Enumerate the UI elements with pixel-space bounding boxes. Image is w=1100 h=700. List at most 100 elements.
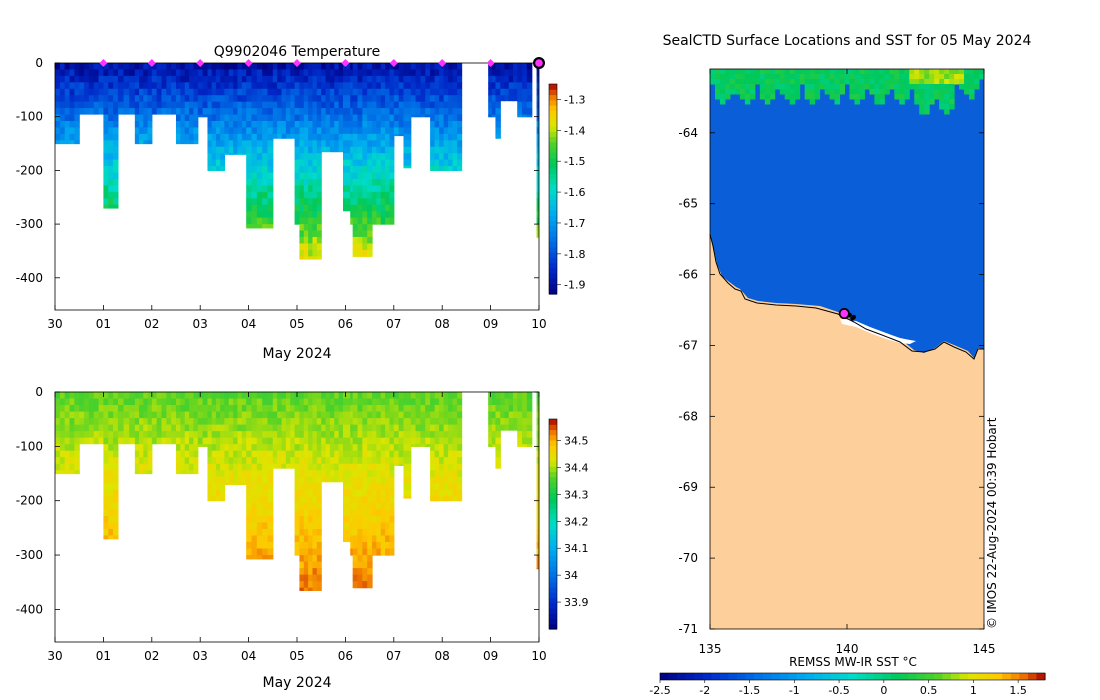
heatmap-cell <box>325 114 331 122</box>
heatmap-cell <box>452 146 458 154</box>
heatmap-cell <box>385 535 391 543</box>
heatmap-cell <box>372 108 377 116</box>
heatmap-cell <box>488 82 493 90</box>
heatmap-cell <box>241 120 247 129</box>
heatmap-cell <box>224 153 230 155</box>
heatmap-cell <box>415 437 422 445</box>
heatmap-cell <box>316 108 322 116</box>
heatmap-cell <box>308 398 314 406</box>
heatmap-cell <box>211 159 217 167</box>
heatmap-cell <box>69 108 75 116</box>
heatmap-cell <box>256 398 263 406</box>
heatmap-cell <box>88 88 95 96</box>
heatmap-cell <box>303 405 309 413</box>
heatmap-cell <box>93 108 100 115</box>
x-tick-label: 135 <box>699 642 722 656</box>
heatmap-cell <box>113 489 119 497</box>
sst-cell <box>884 89 890 95</box>
heatmap-cell <box>380 101 386 109</box>
heatmap-cell <box>246 153 253 161</box>
heatmap-cell <box>362 431 368 439</box>
sst-cell <box>879 84 885 90</box>
heatmap-cell <box>325 127 331 135</box>
sst-cell <box>784 69 791 75</box>
heatmap-cell <box>452 153 458 161</box>
heatmap-cell <box>367 528 373 537</box>
heatmap-cell <box>241 437 247 445</box>
sst-cell <box>734 84 741 90</box>
x-tick-label: 02 <box>144 317 159 331</box>
heatmap-cell <box>352 211 359 219</box>
heatmap-cell <box>403 127 412 135</box>
colorbar-segment <box>549 545 557 551</box>
colorbar-segment <box>831 673 841 680</box>
heatmap-cell <box>536 561 539 569</box>
heatmap-cell <box>367 515 373 524</box>
sst-cell <box>949 99 955 105</box>
heatmap-cell <box>64 101 71 109</box>
heatmap-cell <box>143 450 149 458</box>
heatmap-cell <box>367 561 373 569</box>
sst-cell <box>859 69 865 75</box>
heatmap-cell <box>193 133 199 141</box>
heatmap-cell <box>184 120 190 129</box>
heatmap-cell <box>272 95 278 103</box>
heatmap-cell <box>246 522 253 530</box>
heatmap-cell <box>403 398 412 406</box>
heatmap-cell <box>267 444 274 452</box>
heatmap-cell <box>357 114 363 122</box>
heatmap-cell <box>262 489 269 497</box>
heatmap-cell <box>303 69 309 77</box>
heatmap-cell <box>312 437 318 445</box>
heatmap-cell <box>294 437 301 445</box>
colorbar-tick-label: 34.5 <box>564 435 589 448</box>
sst-cell <box>969 94 975 100</box>
heatmap-cell <box>299 108 305 116</box>
heatmap-cell <box>74 108 80 116</box>
heatmap-cell <box>376 88 382 96</box>
heatmap-cell <box>88 101 95 109</box>
sst-cell <box>854 84 860 90</box>
heatmap-cell <box>367 191 373 199</box>
heatmap-cell <box>69 82 75 90</box>
heatmap-cell <box>385 548 391 556</box>
heatmap-cell <box>403 476 412 484</box>
heatmap-cell <box>108 437 114 445</box>
sst-cell <box>964 79 970 85</box>
heatmap-cell <box>312 108 318 116</box>
colorbar-segment <box>848 673 858 680</box>
heatmap-cell <box>376 127 382 135</box>
heatmap-cell <box>367 437 373 445</box>
heatmap-cell <box>488 424 493 432</box>
heatmap-cell <box>308 63 314 71</box>
heatmap-cell <box>103 108 109 116</box>
heatmap-cell <box>526 405 533 413</box>
heatmap-cell <box>376 515 382 524</box>
heatmap-cell <box>367 146 373 154</box>
heatmap-cell <box>389 515 395 524</box>
heatmap-cell <box>491 101 497 109</box>
heatmap-cell <box>457 159 463 167</box>
heatmap-cell <box>393 431 400 439</box>
heatmap-cell <box>211 108 217 116</box>
heatmap-cell <box>352 535 359 543</box>
heatmap-cell <box>69 418 75 426</box>
colorbar-segment <box>549 267 557 274</box>
heatmap-cell <box>285 63 291 71</box>
heatmap-cell <box>526 108 533 116</box>
heatmap-cell <box>143 82 149 90</box>
heatmap-cell <box>536 542 539 550</box>
heatmap-cell <box>98 431 104 439</box>
sst-cell <box>914 94 920 100</box>
heatmap-cell <box>316 120 322 129</box>
sst-cell <box>829 89 836 95</box>
heatmap-cell <box>352 437 359 445</box>
heatmap-cell <box>385 172 391 180</box>
heatmap-cell <box>389 496 395 504</box>
heatmap-cell <box>241 405 247 413</box>
heatmap-cell <box>403 444 412 452</box>
heatmap-cell <box>372 211 377 219</box>
heatmap-cell <box>357 542 363 550</box>
heatmap-cell <box>64 444 71 452</box>
heatmap-cell <box>389 542 395 550</box>
